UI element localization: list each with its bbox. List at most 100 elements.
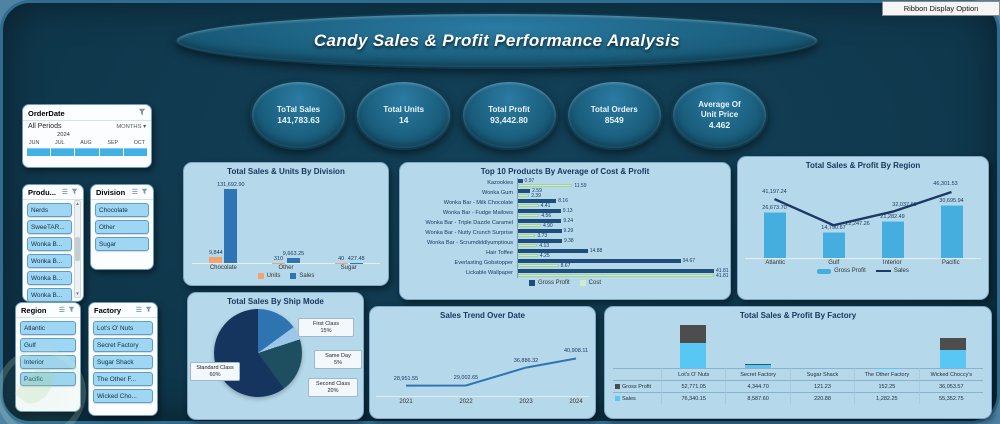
chart-title: Total Sales By Ship Mode [227, 297, 324, 306]
bar-value-label: 41.81 [716, 272, 729, 279]
timeline-month-label[interactable]: AUG [80, 140, 92, 146]
legend-swatch [615, 396, 620, 401]
x-axis-labels: 2021 2022 2023 2024 [376, 397, 589, 407]
timeline-segment[interactable] [27, 148, 51, 156]
table-value-cell: 52,771.05 [661, 380, 726, 392]
clear-filter-icon[interactable] [68, 306, 75, 315]
bar-pair: 14.88 4.25 [517, 247, 723, 259]
slicer-item[interactable]: The Other F... [93, 372, 153, 386]
category-label: Wonka Bar - Triple Dazzle Caramel [425, 220, 513, 226]
slice-name: Standard Class [196, 364, 234, 371]
chart-sales-trend-over-date: Sales Trend Over Date 28,951.55 29,002.65… [369, 306, 596, 419]
bar-value-label: 9.24 [563, 217, 574, 224]
slicer-item[interactable]: Gulf [20, 338, 76, 352]
gross-profit-bar [518, 189, 531, 193]
gross-profit-bar [518, 249, 588, 253]
bar-value-label: 9,663.25 [282, 250, 305, 257]
slicer-item[interactable]: Interior [20, 355, 76, 369]
plot-area: First Class 15% Same Day 5% Second Class 20% S… [188, 306, 363, 406]
clear-filter-icon[interactable] [145, 306, 152, 315]
scrollbar[interactable]: ▲ ▼ [74, 200, 81, 298]
scroll-thumb[interactable] [75, 237, 80, 261]
timeline-segment[interactable] [51, 148, 75, 156]
bar-value-label: 14,790.67 [821, 224, 846, 231]
slicer-item[interactable]: Secret Factory [93, 338, 153, 352]
slicer-title: Division [96, 188, 126, 197]
slicer-region: Region ☰ Atlantic Gulf Interior Pacific [15, 302, 81, 412]
pie-slice-label: First Class 15% [298, 318, 354, 338]
timeline-selection-bar[interactable] [27, 148, 148, 156]
category-label: Wonka Bar - Nutty Crunch Surprise [425, 230, 513, 236]
chart-data-table: Lot's O' Nuts Secret Factory Sugar Shack Th… [613, 368, 983, 404]
kpi-value: 141,783.63 [277, 115, 320, 126]
chart-total-sales-profit-by-region: Total Sales & Profit By Region 26,673.70… [737, 156, 989, 300]
timeline-month-label[interactable]: SEP [107, 140, 119, 146]
gross-profit-bar [940, 205, 963, 258]
sales-segment [680, 342, 707, 368]
legend-item: Gross Profit [528, 280, 570, 286]
bar-group: 9,844 131,692.90 [192, 179, 255, 263]
slicer-item[interactable]: Pacific [20, 372, 76, 386]
slicer-item[interactable]: Sugar [95, 237, 149, 251]
scroll-down-icon[interactable]: ▼ [75, 290, 80, 296]
slicer-item[interactable]: Nerds [27, 203, 72, 217]
multi-select-icon[interactable]: ☰ [135, 307, 142, 314]
timeline-segment[interactable] [99, 148, 123, 156]
bar-value-label: 26,673.70 [762, 204, 787, 211]
bar-value-label: 9.29 [563, 227, 574, 234]
cost-bar [518, 233, 536, 237]
slicer-item[interactable]: Wicked Cho... [93, 389, 153, 403]
category-label: Hair Toffee [486, 250, 513, 256]
chart-title: Total Sales & Units By Division [227, 167, 345, 176]
cost-bar [518, 253, 538, 257]
bar-value-label: 4.90 [542, 222, 553, 229]
category-label: Wonka Bar - Milk Chocolate [443, 200, 513, 206]
slicer-title: Produ... [28, 188, 56, 197]
ribbon-display-option-button[interactable]: Ribbon Display Option [882, 1, 1000, 16]
slicer-item[interactable]: Wonka B... [27, 254, 72, 268]
timeline-segment[interactable] [75, 148, 99, 156]
multi-select-icon[interactable]: ☰ [131, 189, 138, 196]
kpi-value: 14 [399, 115, 409, 126]
category-label: Wonka Bar - Fudge Mallows [442, 210, 513, 216]
clear-filter-icon[interactable] [71, 188, 78, 197]
line-value-label: 46,301.53 [933, 181, 958, 187]
chart-title: Total Sales & Profit By Factory [739, 311, 857, 320]
clear-filter-icon[interactable] [138, 108, 146, 118]
bar-row: Hair Toffee 14.88 4.25 [407, 247, 723, 259]
multi-select-icon[interactable]: ☰ [61, 189, 68, 196]
clear-filter-icon[interactable] [141, 188, 148, 197]
timeline-granularity-dropdown[interactable]: MONTHS ▾ [116, 123, 146, 130]
timeline-month-label[interactable]: JUL [55, 140, 65, 146]
point-value-label: 40,908.11 [563, 348, 589, 355]
bar-value-label: 14.88 [589, 247, 603, 254]
slicer-item[interactable]: SweeTAR... [27, 220, 72, 234]
timeline-month-label[interactable]: JUN [29, 140, 40, 146]
sales-bar: 9,663.25 [283, 251, 304, 263]
multi-select-icon[interactable]: ☰ [58, 307, 65, 314]
timeline-month-label[interactable]: OCT [133, 140, 145, 146]
slicer-item[interactable]: Lot's O' Nuts [93, 321, 153, 335]
slice-name: Same Day [325, 352, 351, 359]
table-value-cell: 1,282.25 [854, 392, 919, 404]
legend-swatch [290, 273, 297, 279]
slicer-item-list: Nerds SweeTAR... Wonka B... Wonka B... Wonka… [23, 200, 83, 301]
legend-item: Sales [875, 268, 909, 274]
legend-swatch [817, 268, 832, 274]
slicer-item[interactable]: Sugar Shack [93, 355, 153, 369]
bar-value-label: 131,692.90 [217, 182, 245, 188]
gross-profit-bar [763, 211, 786, 258]
timeline-segment[interactable] [123, 148, 148, 156]
table-value-cell: 36,053.57 [918, 380, 983, 392]
scroll-up-icon[interactable]: ▲ [75, 201, 80, 206]
slicer-item[interactable]: Wonka B... [27, 271, 72, 285]
bar-value-label: 9.13 [562, 207, 573, 214]
slicer-item[interactable]: Atlantic [20, 321, 76, 335]
slicer-item[interactable]: Wonka B... [27, 237, 72, 251]
table-row-label: Gross Profit [613, 380, 661, 392]
slicer-item[interactable]: Wonka B... [27, 288, 72, 301]
slicer-item[interactable]: Chocolate [95, 203, 149, 217]
axis-label: 2024 [569, 399, 583, 405]
x-axis-labels: Chocolate Other Sugar [192, 263, 380, 271]
slicer-item[interactable]: Other [95, 220, 149, 234]
